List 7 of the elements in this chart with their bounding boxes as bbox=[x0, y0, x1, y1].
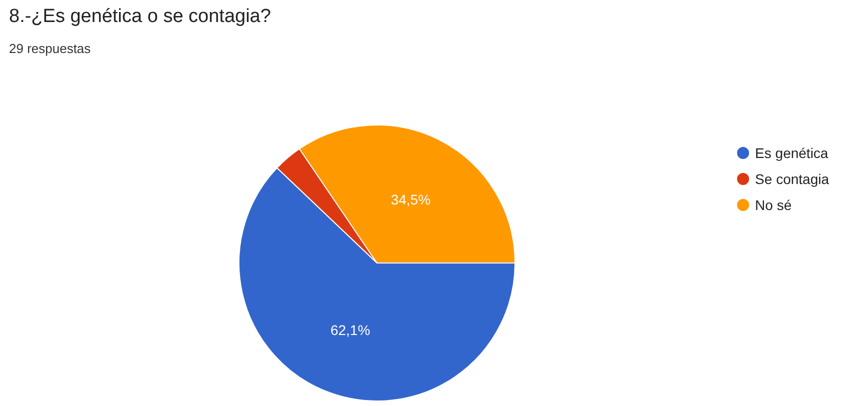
data-label: 62,1% bbox=[330, 322, 370, 338]
text: 29 respuestas bbox=[9, 41, 92, 56]
legend-label: No sé bbox=[755, 197, 792, 213]
legend-label: Se contagia bbox=[755, 171, 830, 187]
chart-title: 8.-¿Es genética o se contagia? bbox=[9, 6, 271, 27]
data-label: 34,5% bbox=[390, 191, 431, 208]
legend-label: Es genética bbox=[755, 145, 828, 161]
